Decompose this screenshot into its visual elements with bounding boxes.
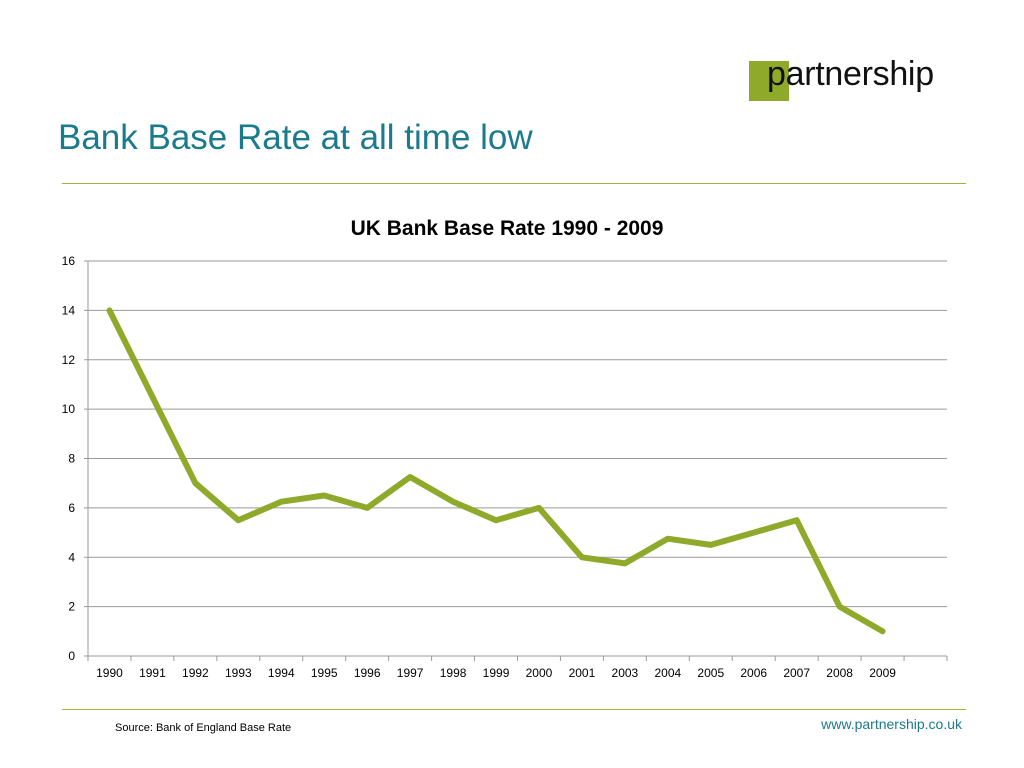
x-tick-label: 2007 xyxy=(783,666,810,680)
x-tick-label: 1997 xyxy=(397,666,424,680)
y-tick-label: 8 xyxy=(68,452,75,466)
logo-wordmark: partnership xyxy=(767,55,934,93)
y-tick-label: 12 xyxy=(62,353,76,367)
data-point xyxy=(150,395,154,399)
page-title: Bank Base Rate at all time low xyxy=(58,118,533,157)
x-tick-label: 1993 xyxy=(225,666,252,680)
x-tick-label: 2005 xyxy=(697,666,724,680)
top-divider xyxy=(62,183,966,184)
data-point xyxy=(795,518,799,522)
x-tick-label: 1990 xyxy=(96,666,123,680)
data-point xyxy=(408,475,412,479)
y-tick-label: 14 xyxy=(62,303,76,317)
y-tick-label: 2 xyxy=(68,600,75,614)
data-point xyxy=(365,506,369,510)
data-point xyxy=(838,605,842,609)
y-tick-label: 0 xyxy=(68,649,75,663)
y-tick-label: 10 xyxy=(62,402,76,416)
x-tick-label: 1998 xyxy=(440,666,467,680)
y-tick-label: 16 xyxy=(62,254,76,268)
x-tick-label: 1995 xyxy=(311,666,338,680)
bottom-divider xyxy=(62,709,966,710)
x-tick-label: 2000 xyxy=(526,666,553,680)
x-tick-label: 2001 xyxy=(569,666,596,680)
x-tick-label: 2008 xyxy=(826,666,853,680)
data-point xyxy=(107,308,111,312)
data-point xyxy=(623,561,627,565)
x-tick-label: 1991 xyxy=(139,666,166,680)
website-link[interactable]: www.partnership.co.uk xyxy=(821,716,962,732)
x-tick-label: 1996 xyxy=(354,666,381,680)
chart-title: UK Bank Base Rate 1990 - 2009 xyxy=(350,217,664,240)
line-chart: 0 2 4 6 8 10 12 14 16 1990 1991 1992 1993 1994 1995 199… xyxy=(62,254,948,680)
data-point xyxy=(279,500,283,504)
data-point xyxy=(451,500,455,504)
x-tick-label: 1992 xyxy=(182,666,209,680)
x-tick-label: 2004 xyxy=(654,666,681,680)
logo-square xyxy=(749,61,789,101)
data-point xyxy=(666,537,670,541)
data-point xyxy=(236,518,240,522)
data-point xyxy=(580,555,584,559)
y-tick-label: 4 xyxy=(68,550,75,564)
y-tick-label: 6 xyxy=(68,501,75,515)
source-note: Source: Bank of England Base Rate xyxy=(115,722,292,734)
chart-container: UK Bank Base Rate 1990 - 2009 0 2 4 6 8 10 12 1… xyxy=(0,200,1024,700)
data-point xyxy=(709,543,713,547)
x-tick-label: 2006 xyxy=(740,666,767,680)
data-point xyxy=(752,531,756,535)
x-tick-label: 1994 xyxy=(268,666,295,680)
x-tick-label: 2003 xyxy=(612,666,639,680)
x-tick-label: 1999 xyxy=(483,666,510,680)
data-point xyxy=(881,629,885,633)
series-line xyxy=(106,307,886,635)
data-point xyxy=(537,506,541,510)
x-tick-label: 2009 xyxy=(869,666,896,680)
data-point xyxy=(494,518,498,522)
data-point xyxy=(193,481,197,485)
data-point xyxy=(322,494,326,498)
